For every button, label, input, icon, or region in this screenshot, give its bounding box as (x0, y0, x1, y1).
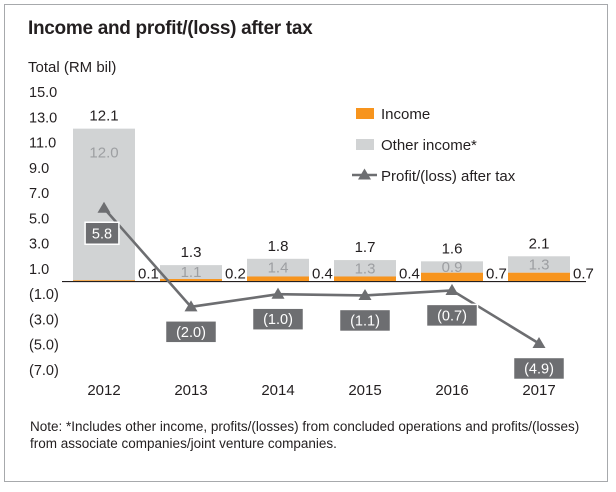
total-label: 1.3 (181, 244, 202, 261)
x-tick-label: 2017 (522, 382, 555, 399)
legend: Income Other income* Profit/(loss) after t… (352, 106, 516, 185)
other-income-bar (508, 256, 570, 273)
profit-label-box (251, 307, 305, 331)
income-label: 0.7 (486, 266, 507, 283)
y-axis-label: Total (RM bil) (28, 59, 116, 76)
income-label: 0.2 (225, 266, 246, 283)
y-tick-label: 15.0 (29, 85, 57, 101)
profit-label: (0.7) (437, 308, 467, 324)
profit-marker (532, 336, 546, 349)
total-label: 2.1 (529, 235, 550, 252)
y-tick-label: 13.0 (29, 110, 57, 126)
total-label: 12.1 (89, 108, 118, 125)
profit-line: 5.8 (2.0) (1.0) (1.1) (0.7) (4.9) (84, 201, 566, 381)
x-tick-label: 2012 (87, 382, 120, 399)
income-bar (160, 279, 222, 282)
x-axis-ticks: 2012 2013 2014 2015 2016 2017 (87, 382, 555, 399)
profit-marker (97, 201, 111, 213)
legend-income-swatch (356, 108, 374, 119)
y-tick-label: 9.0 (29, 161, 49, 177)
profit-line-path (103, 207, 540, 345)
profit-marker (358, 288, 372, 300)
profit-label: (1.1) (350, 313, 380, 329)
y-tick-label: (1.0) (29, 287, 59, 303)
y-axis-ticks: 15.0 13.0 11.0 9.0 7.0 5.0 3.0 1.0 (1.0) (3.0) (5.… (29, 85, 59, 379)
footnote: Note: *Includes other income, profits/(l… (30, 419, 580, 451)
legend-line-marker (358, 168, 371, 180)
y-tick-label: (5.0) (29, 338, 59, 354)
profit-label: (4.9) (524, 361, 554, 377)
profit-label: (2.0) (176, 325, 206, 341)
income-label: 0.4 (399, 266, 420, 283)
income-bar (508, 272, 570, 282)
other-income-label: 1.3 (355, 260, 376, 277)
income-label: 0.4 (312, 266, 333, 283)
other-income-bar (160, 265, 222, 280)
legend-line-label: Profit/(loss) after tax (381, 168, 516, 185)
other-income-label: 0.9 (442, 259, 463, 276)
chart-frame (4, 4, 608, 482)
income-bar (421, 272, 483, 282)
x-tick-label: 2016 (435, 382, 468, 399)
other-income-bar (421, 261, 483, 273)
profit-label-box (84, 221, 120, 246)
profit-label-box (425, 303, 479, 328)
income-label: 0.7 (573, 266, 594, 283)
y-tick-label: 7.0 (29, 186, 49, 202)
income-bar (247, 276, 309, 282)
legend-other-label: Other income* (381, 137, 477, 154)
other-income-bar (247, 258, 309, 277)
other-income-bar (334, 260, 396, 277)
profit-marker (271, 287, 285, 299)
profit-marker (445, 283, 459, 295)
total-label: 1.6 (442, 240, 463, 257)
total-label: 1.7 (355, 239, 376, 256)
other-income-label: 1.1 (181, 264, 202, 281)
total-label: 1.8 (268, 238, 289, 255)
profit-marker (184, 300, 198, 312)
profit-label: 5.8 (92, 226, 112, 242)
income-bar (73, 280, 135, 282)
other-income-label: 1.4 (268, 260, 289, 277)
income-label: 0.1 (138, 266, 159, 283)
other-income-label: 1.3 (529, 256, 550, 273)
y-tick-label: (7.0) (29, 363, 59, 379)
y-tick-label: 3.0 (29, 237, 49, 253)
legend-other-swatch (356, 139, 374, 150)
income-bar (334, 276, 396, 282)
profit-label-box (164, 320, 218, 344)
x-tick-label: 2015 (348, 382, 381, 399)
profit-label-box (512, 356, 566, 381)
y-tick-label: 1.0 (29, 262, 49, 278)
y-tick-label: (3.0) (29, 312, 59, 328)
bar-labels: 12.1 12.0 0.1 1.3 1.1 0.2 1.8 1.4 0.4 1.7 1.3 0.4 1.… (89, 108, 593, 283)
y-tick-label: 11.0 (29, 136, 56, 152)
x-tick-label: 2013 (174, 382, 207, 399)
x-tick-label: 2014 (261, 382, 294, 399)
profit-label: (1.0) (263, 312, 293, 328)
other-income-label: 12.0 (89, 145, 118, 162)
chart-title: Income and profit/(loss) after tax (28, 18, 313, 39)
profit-label-box (338, 308, 392, 333)
y-tick-label: 5.0 (29, 211, 49, 227)
legend-income-label: Income (381, 106, 430, 123)
